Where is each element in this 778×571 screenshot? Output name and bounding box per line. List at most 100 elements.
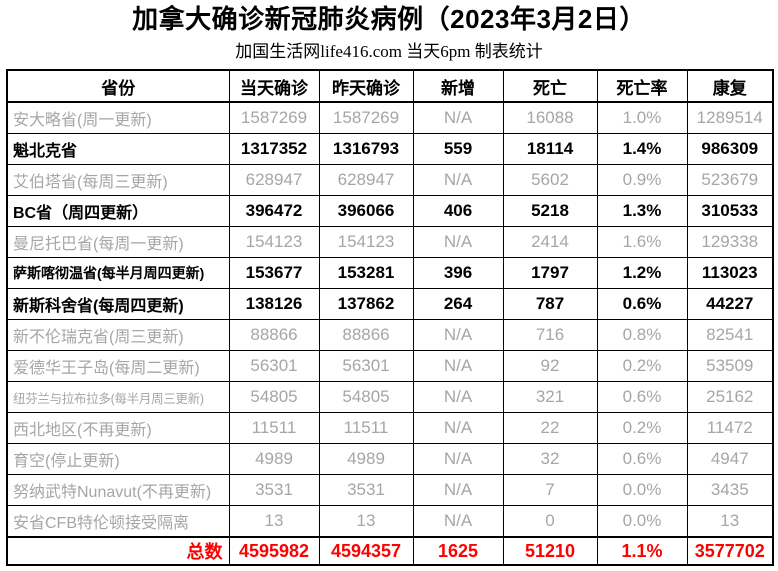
value-cell: 51210 [502, 536, 598, 566]
value-cell: 0.0% [596, 474, 688, 506]
value-cell: 13 [318, 505, 414, 538]
value-cell: N/A [412, 474, 504, 506]
value-cell: 18114 [502, 133, 598, 165]
table-row: 曼尼托巴省(每周一更新) 154123 154123 N/A 2414 1.6% 12933… [6, 226, 774, 258]
covid-cases-table: 省份 当天确诊 昨天确诊 新增 死亡 死亡率 康复 安大略省(周一更新) 1587269 158… [6, 69, 774, 566]
value-cell: 787 [502, 288, 598, 320]
table-row: 新斯科舍省(每周四更新) 138126 137862 264 787 0.6% 44227 [6, 288, 774, 320]
total-label-cell: 总数 [6, 536, 230, 566]
value-cell: 88866 [318, 319, 414, 351]
province-name-cell: 努纳武特Nunavut(不再更新) [6, 474, 230, 506]
value-cell: 5218 [502, 195, 598, 227]
value-cell: 138126 [228, 288, 320, 320]
value-cell: 396472 [228, 195, 320, 227]
value-cell: 4594357 [318, 536, 414, 566]
value-cell: 396066 [318, 195, 414, 227]
value-cell: 92 [502, 350, 598, 382]
table-row: 西北地区(不再更新) 11511 11511 N/A 22 0.2% 11472 [6, 412, 774, 444]
value-cell: 11511 [318, 412, 414, 444]
column-header-5: 死亡率 [596, 69, 688, 103]
value-cell: 13 [686, 505, 774, 538]
value-cell: 16088 [502, 101, 598, 134]
value-cell: N/A [412, 350, 504, 382]
province-name-cell: 艾伯塔省(每周三更新) [6, 164, 230, 196]
table-row: 魁北克省 1317352 1316793 559 18114 1.4% 986309 [6, 133, 774, 165]
value-cell: 82541 [686, 319, 774, 351]
value-cell: 44227 [686, 288, 774, 320]
value-cell: N/A [412, 164, 504, 196]
value-cell: 1.6% [596, 226, 688, 258]
value-cell: 0.8% [596, 319, 688, 351]
value-cell: 986309 [686, 133, 774, 165]
province-name-cell: 安大略省(周一更新) [6, 101, 230, 134]
value-cell: 5602 [502, 164, 598, 196]
value-cell: 1797 [502, 257, 598, 289]
value-cell: 3531 [228, 474, 320, 506]
value-cell: 523679 [686, 164, 774, 196]
province-name-cell: 曼尼托巴省(每周一更新) [6, 226, 230, 258]
value-cell: 1625 [412, 536, 504, 566]
value-cell: 4947 [686, 443, 774, 475]
value-cell: 56301 [318, 350, 414, 382]
value-cell: N/A [412, 443, 504, 475]
province-name-cell: 纽芬兰与拉布拉多(每半月周三更新) [6, 381, 230, 413]
table-row: 新不伦瑞克省(周三更新) 88866 88866 N/A 716 0.8% 82541 [6, 319, 774, 351]
value-cell: 154123 [228, 226, 320, 258]
table-row: 安大略省(周一更新) 1587269 1587269 N/A 16088 1.0% 1289… [6, 101, 774, 134]
value-cell: N/A [412, 381, 504, 413]
value-cell: 153677 [228, 257, 320, 289]
column-header-2: 昨天确诊 [318, 69, 414, 103]
province-name-cell: 新斯科舍省(每周四更新) [6, 288, 230, 320]
value-cell: 129338 [686, 226, 774, 258]
header-row: 省份 当天确诊 昨天确诊 新增 死亡 死亡率 康复 [6, 69, 774, 103]
value-cell: 137862 [318, 288, 414, 320]
value-cell: 4595982 [228, 536, 320, 566]
value-cell: 1.4% [596, 133, 688, 165]
value-cell: 716 [502, 319, 598, 351]
table-row: 努纳武特Nunavut(不再更新) 3531 3531 N/A 7 0.0% 3435 [6, 474, 774, 506]
province-name-cell: 安省CFB特伦顿接受隔离 [6, 505, 230, 538]
value-cell: 53509 [686, 350, 774, 382]
value-cell: 628947 [228, 164, 320, 196]
province-name-cell: 育空(停止更新) [6, 443, 230, 475]
value-cell: 396 [412, 257, 504, 289]
value-cell: 113023 [686, 257, 774, 289]
value-cell: 2414 [502, 226, 598, 258]
value-cell: 3435 [686, 474, 774, 506]
value-cell: 32 [502, 443, 598, 475]
value-cell: 0.6% [596, 288, 688, 320]
value-cell: N/A [412, 505, 504, 538]
value-cell: 4989 [318, 443, 414, 475]
value-cell: 153281 [318, 257, 414, 289]
value-cell: 264 [412, 288, 504, 320]
value-cell: 310533 [686, 195, 774, 227]
table-row: 萨斯喀彻温省(每半月周四更新) 153677 153281 396 1797 1.2% 11… [6, 257, 774, 289]
value-cell: 628947 [318, 164, 414, 196]
value-cell: 11472 [686, 412, 774, 444]
value-cell: 1.2% [596, 257, 688, 289]
value-cell: 25162 [686, 381, 774, 413]
province-name-cell: 西北地区(不再更新) [6, 412, 230, 444]
value-cell: 88866 [228, 319, 320, 351]
value-cell: 22 [502, 412, 598, 444]
value-cell: 13 [228, 505, 320, 538]
column-header-3: 新增 [412, 69, 504, 103]
province-name-cell: BC省（周四更新） [6, 195, 230, 227]
value-cell: 54805 [228, 381, 320, 413]
value-cell: 56301 [228, 350, 320, 382]
value-cell: 54805 [318, 381, 414, 413]
table-row: 艾伯塔省(每周三更新) 628947 628947 N/A 5602 0.9% 523679 [6, 164, 774, 196]
value-cell: 0 [502, 505, 598, 538]
value-cell: N/A [412, 101, 504, 134]
column-header-1: 当天确诊 [228, 69, 320, 103]
province-name-cell: 魁北克省 [6, 133, 230, 165]
table-row: 爱德华王子岛(每周二更新) 56301 56301 N/A 92 0.2% 53509 [6, 350, 774, 382]
province-name-cell: 萨斯喀彻温省(每半月周四更新) [6, 257, 230, 289]
table-row: 育空(停止更新) 4989 4989 N/A 32 0.6% 4947 [6, 443, 774, 475]
value-cell: 1587269 [228, 101, 320, 134]
table-row: BC省（周四更新） 396472 396066 406 5218 1.3% 310533 [6, 195, 774, 227]
value-cell: 1.0% [596, 101, 688, 134]
page-subtitle: 加国生活网life416.com 当天6pm 制表统计 [235, 42, 543, 61]
value-cell: 1.1% [596, 536, 688, 566]
value-cell: 1317352 [228, 133, 320, 165]
